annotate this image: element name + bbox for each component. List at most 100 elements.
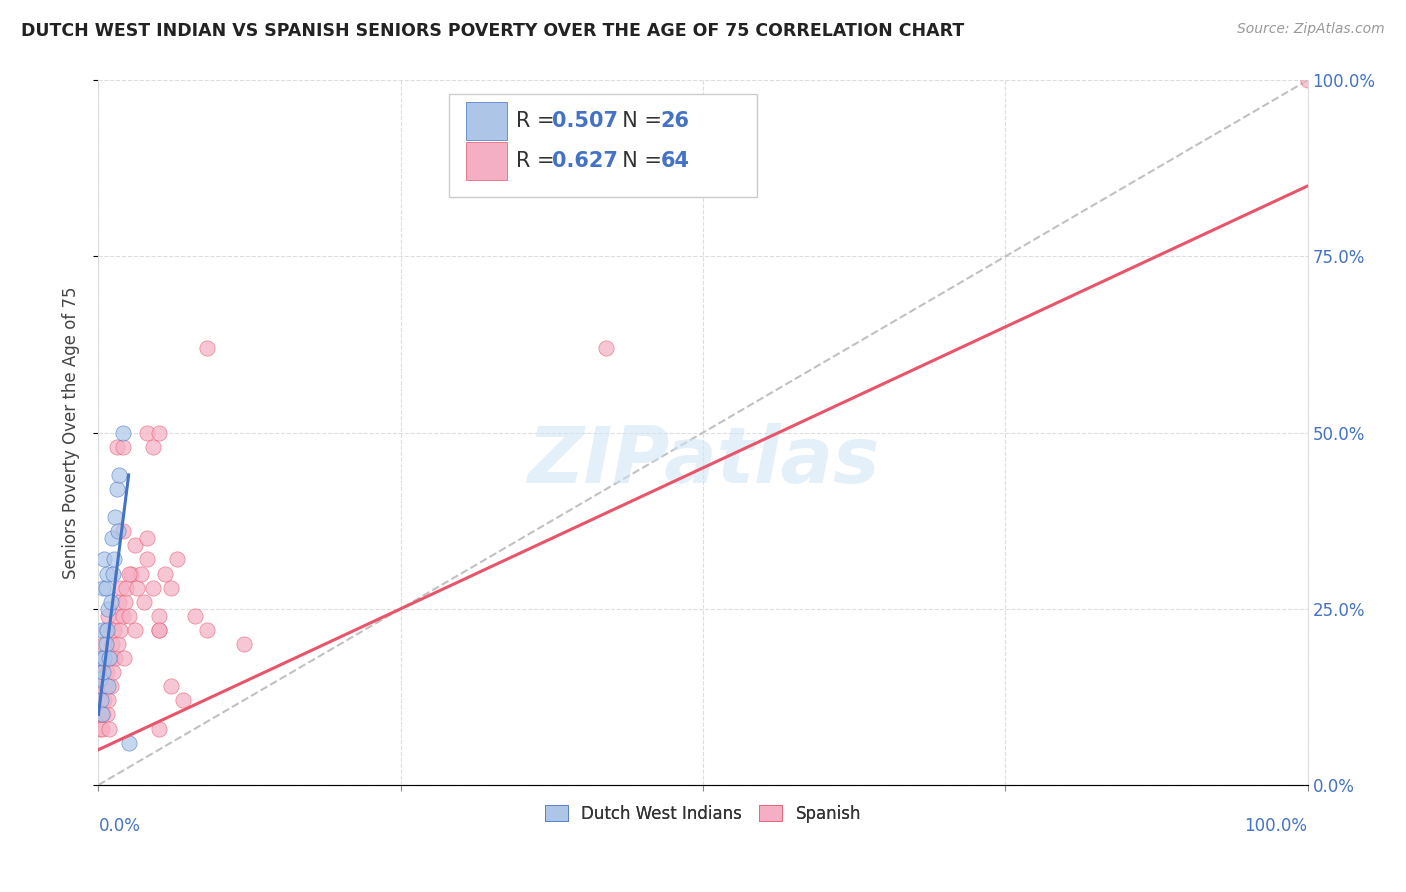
Point [148, 623, 170, 637]
Point [127, 581, 149, 595]
Point [135, 425, 157, 440]
Point [104, 651, 127, 665]
FancyBboxPatch shape [465, 102, 508, 140]
Point [91, 623, 114, 637]
Text: 100.0%: 100.0% [1244, 817, 1308, 835]
Point [118, 566, 141, 581]
Point [111, 524, 134, 539]
Point [93, 693, 115, 707]
Point [93, 651, 115, 665]
Text: 0.507: 0.507 [551, 112, 617, 131]
Point [232, 637, 254, 651]
Point [110, 581, 132, 595]
Point [105, 440, 128, 454]
Point [101, 566, 124, 581]
Point [142, 440, 165, 454]
Point [124, 538, 146, 552]
Point [93, 637, 115, 651]
Point [94, 623, 117, 637]
Point [111, 440, 134, 454]
Point [135, 552, 157, 566]
Point [148, 425, 170, 440]
Point [111, 608, 134, 623]
Point [103, 623, 125, 637]
Point [153, 566, 176, 581]
Point [166, 552, 188, 566]
Point [118, 608, 141, 623]
Text: R =: R = [516, 112, 561, 131]
Point [114, 595, 136, 609]
Point [91, 707, 114, 722]
Point [94, 581, 117, 595]
Text: 64: 64 [661, 152, 690, 171]
Text: DUTCH WEST INDIAN VS SPANISH SENIORS POVERTY OVER THE AGE OF 75 CORRELATION CHAR: DUTCH WEST INDIAN VS SPANISH SENIORS POV… [21, 22, 965, 40]
Point [91, 651, 114, 665]
Point [90, 693, 112, 707]
Point [89, 722, 111, 736]
Point [134, 595, 156, 609]
Text: R =: R = [516, 152, 561, 171]
Point [96, 623, 118, 637]
Point [101, 665, 124, 680]
Point [104, 510, 127, 524]
Point [129, 566, 152, 581]
Point [90, 651, 112, 665]
Point [90, 707, 112, 722]
Point [96, 707, 118, 722]
Point [108, 595, 131, 609]
Point [91, 665, 114, 680]
Point [107, 637, 129, 651]
Point [91, 707, 114, 722]
Point [103, 552, 125, 566]
Point [90, 679, 112, 693]
Point [94, 637, 117, 651]
Text: ZIPatlas: ZIPatlas [527, 423, 879, 499]
Text: 0.627: 0.627 [551, 152, 617, 171]
Point [97, 608, 120, 623]
Point [160, 679, 183, 693]
Text: 0.0%: 0.0% [98, 817, 141, 835]
Point [195, 623, 218, 637]
Point [105, 482, 128, 496]
Point [118, 736, 141, 750]
Point [135, 532, 157, 546]
Point [124, 623, 146, 637]
Point [172, 693, 194, 707]
Text: Source: ZipAtlas.com: Source: ZipAtlas.com [1237, 22, 1385, 37]
Point [91, 581, 114, 595]
Point [93, 552, 115, 566]
Point [97, 693, 120, 707]
Point [89, 673, 111, 687]
Point [100, 651, 122, 665]
Text: N =: N = [609, 152, 668, 171]
Point [112, 651, 135, 665]
Point [107, 524, 129, 539]
Point [98, 722, 121, 736]
Point [1296, 73, 1319, 87]
Point [108, 623, 131, 637]
Point [142, 581, 165, 595]
Point [91, 722, 114, 736]
Point [120, 566, 142, 581]
Point [148, 722, 170, 736]
Point [94, 679, 117, 693]
Text: N =: N = [609, 112, 668, 131]
Point [96, 665, 118, 680]
Point [91, 665, 114, 680]
Point [115, 581, 138, 595]
Text: 26: 26 [661, 112, 690, 131]
Point [108, 467, 131, 482]
Point [100, 679, 122, 693]
Point [97, 601, 120, 615]
Point [100, 637, 122, 651]
Point [105, 608, 128, 623]
Point [111, 425, 134, 440]
Point [595, 341, 617, 355]
Legend: Dutch West Indians, Spanish: Dutch West Indians, Spanish [538, 798, 868, 830]
Point [100, 532, 122, 546]
Point [160, 581, 183, 595]
FancyBboxPatch shape [449, 95, 758, 196]
Point [100, 595, 122, 609]
Point [195, 341, 218, 355]
Point [148, 608, 170, 623]
